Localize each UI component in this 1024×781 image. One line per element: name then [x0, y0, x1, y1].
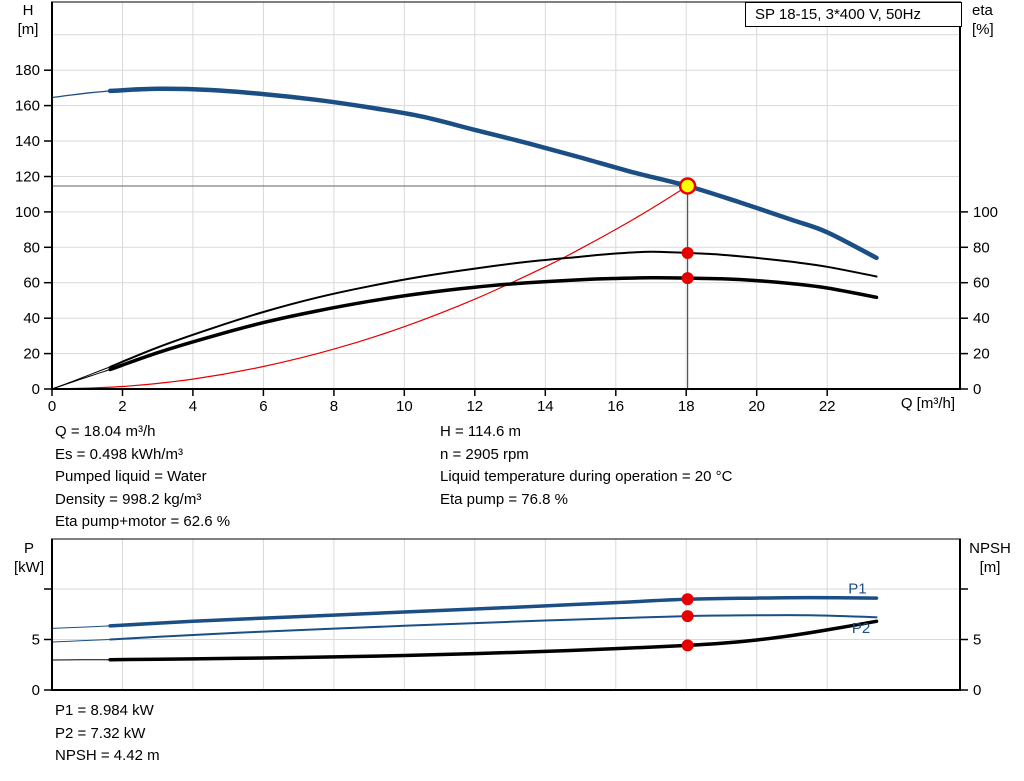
tick-label: 160	[15, 98, 40, 115]
tick-label: 20	[748, 398, 765, 415]
eta-axis-unit: [%]	[972, 21, 994, 38]
tick-label: 60	[973, 275, 990, 292]
tick-label: 5	[973, 631, 981, 648]
head-curve-lead	[51, 90, 111, 99]
operating-point-marker[interactable]	[678, 177, 697, 195]
tick-label: 100	[15, 204, 40, 221]
tick-label: 0	[48, 398, 56, 415]
npsh-axis-title: NPSH [m]	[960, 539, 1020, 577]
p2-curve-lead	[51, 639, 111, 643]
readout-liquid-temperature: Liquid temperature during operation = 20…	[440, 468, 733, 485]
eta-axis-label: eta	[972, 2, 993, 19]
h-axis-unit: [m]	[17, 21, 39, 38]
p1-curve-label: P1	[848, 581, 866, 598]
chart-title: SP 18-15, 3*400 V, 50Hz	[745, 2, 962, 27]
eta-axis-title: eta [%]	[972, 1, 1022, 39]
tick-label: 22	[819, 398, 836, 415]
duty-readout-left: Q = 18.04 m³/h Es = 0.498 kWh/m³ Pumped …	[55, 421, 230, 534]
power-readout: P1 = 8.984 kW P2 = 7.32 kW NPSH = 4.42 m	[55, 700, 160, 768]
readout-n: n = 2905 rpm	[440, 445, 529, 463]
tick-label: 10	[396, 398, 413, 415]
p-axis-label: P	[23, 540, 34, 557]
system-curve	[51, 185, 689, 390]
tick-label: 14	[537, 398, 554, 415]
tick-label: 20	[23, 346, 40, 363]
tick-label: 0	[32, 682, 40, 699]
p-axis-title: P [kW]	[6, 539, 52, 577]
tick-label: 0	[32, 381, 40, 398]
readout-q: Q = 18.04 m³/h	[55, 423, 156, 440]
eta-pump-motor-curve	[108, 276, 879, 372]
readout-eta-pump-motor: Eta pump+motor = 62.6 %	[55, 513, 231, 530]
tick-label: 20	[973, 346, 990, 363]
h-axis-label: H	[22, 2, 34, 19]
p1-curve	[108, 595, 879, 628]
readout-p2: P2 = 7.32 kW	[55, 724, 146, 742]
tick-label: 0	[973, 682, 981, 699]
readout-p1: P1 = 8.984 kW	[55, 702, 154, 719]
npsh-curve	[108, 619, 879, 662]
p2-curve	[109, 614, 878, 641]
tick-label: 18	[678, 398, 695, 415]
tick-label: 40	[973, 310, 990, 327]
readout-density: Density = 998.2 kg/m³	[55, 490, 202, 508]
tick-label: 180	[15, 62, 40, 79]
tick-label: 100	[973, 204, 998, 221]
readout-es: Es = 0.498 kWh/m³	[55, 445, 183, 463]
tick-label: 140	[15, 133, 40, 150]
npsh-axis-label: NPSH	[969, 540, 1011, 557]
x-axis-title: Q [m³/h]	[900, 395, 955, 412]
p2-curve-label: P2	[852, 620, 870, 637]
duty-readout-right: H = 114.6 m n = 2905 rpm Liquid temperat…	[440, 421, 732, 511]
readout-eta-pump: Eta pump = 76.8 %	[440, 490, 568, 508]
p1-curve-lead	[51, 625, 111, 629]
tick-label: 80	[973, 239, 990, 256]
tick-label: 8	[330, 398, 338, 415]
eta-pump-curve	[109, 250, 878, 368]
tick-label: 16	[607, 398, 624, 415]
head-curve	[107, 86, 879, 261]
npsh-axis-unit: [m]	[979, 559, 1001, 576]
p-axis-unit: [kW]	[14, 559, 44, 576]
tick-label: 6	[259, 398, 267, 415]
npsh-point	[681, 639, 694, 652]
h-axis-title: H [m]	[8, 1, 48, 39]
tick-label: 80	[23, 239, 40, 256]
tick-label: 0	[973, 381, 981, 398]
tick-label: 60	[23, 275, 40, 292]
readout-npsh: NPSH = 4.42 m	[55, 747, 160, 764]
tick-label: 2	[118, 398, 126, 415]
eta-pump-motor-curve-lead	[51, 369, 111, 390]
tick-label: 12	[466, 398, 483, 415]
tick-label: 5	[32, 631, 40, 648]
tick-label: 120	[15, 168, 40, 185]
readout-pumped-liquid: Pumped liquid = Water	[55, 468, 207, 485]
tick-label: 40	[23, 310, 40, 327]
p1-point	[681, 593, 694, 606]
eta-pump-point	[681, 247, 694, 259]
eta-pump-motor-point	[681, 272, 694, 285]
p2-point	[681, 610, 694, 623]
readout-h: H = 114.6 m	[440, 423, 522, 440]
tick-label: 4	[189, 398, 197, 415]
